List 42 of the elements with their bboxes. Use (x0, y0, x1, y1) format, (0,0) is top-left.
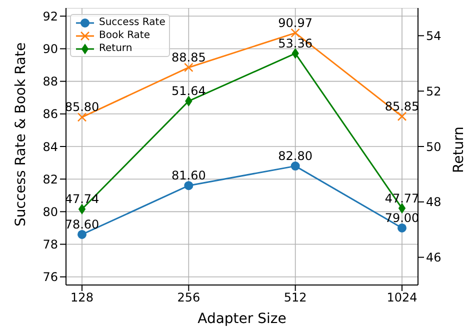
y-tick-label: 90 (42, 42, 58, 56)
point (78, 230, 86, 239)
x-tick-label: 512 (284, 290, 307, 305)
y2-tick-label: 46 (426, 250, 442, 265)
data-label: 90.97 (278, 16, 313, 30)
data-label: 82.80 (278, 149, 313, 164)
y-tick-label: 86 (42, 107, 58, 122)
y-axis-title: Success Rate & Book Rate (12, 42, 29, 226)
data-label: 51.64 (171, 84, 206, 98)
legend-label: Success Rate (99, 17, 166, 28)
point (397, 112, 407, 122)
data-label: 81.60 (171, 168, 206, 183)
y2-tick-label: 50 (426, 140, 442, 154)
data-label: 88.85 (171, 50, 206, 64)
point (77, 112, 87, 122)
point (184, 62, 194, 72)
y-tick-label: 84 (42, 140, 58, 154)
point (184, 181, 194, 190)
point (290, 28, 300, 38)
x-tick-label: 128 (70, 290, 94, 305)
point (398, 223, 406, 232)
y2-tick-label: 48 (426, 195, 442, 210)
y2-axis-title: Return (450, 126, 467, 173)
y2-tick-label: 54 (426, 28, 442, 43)
y-tick-label: 88 (42, 74, 58, 89)
point (292, 48, 299, 58)
x-axis-title: Adapter Size (198, 311, 286, 327)
x-tick-label: 256 (177, 290, 200, 305)
data-label: 79.00 (384, 210, 420, 225)
y-tick-label: 80 (42, 204, 58, 219)
legend-label: Return (99, 43, 132, 54)
y-tick-label: 78 (42, 238, 58, 252)
legend-label: Book Rate (99, 30, 150, 41)
y-tick-label: 76 (42, 270, 58, 284)
y-tick-label: 92 (42, 9, 58, 24)
point (185, 96, 192, 106)
x-tick-label: 1024 (386, 290, 418, 305)
y2-tick-label: 52 (426, 84, 442, 98)
point (290, 162, 300, 171)
data-label: 85.80 (64, 100, 100, 114)
y-tick-label: 82 (42, 172, 58, 186)
data-label: 78.60 (64, 217, 100, 232)
